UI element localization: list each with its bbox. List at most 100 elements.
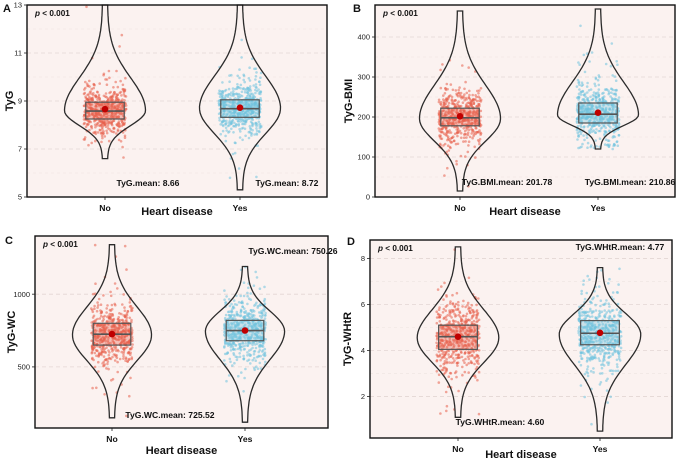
data-point [119,318,122,322]
data-point [109,290,112,294]
data-point [579,24,582,28]
data-point [128,357,131,361]
data-point [126,345,129,349]
data-point [602,124,606,128]
data-point [583,395,586,399]
data-point [111,318,115,322]
data-point [258,323,261,327]
data-point [112,114,116,118]
data-point [476,113,480,116]
data-point [445,114,448,117]
data-point [228,100,231,104]
data-point [228,80,231,83]
data-point [96,304,100,307]
data-point [582,134,585,137]
data-point [591,345,595,349]
data-point [457,88,461,92]
data-point [466,301,470,305]
data-point [237,167,241,170]
data-point [123,244,127,248]
data-point [465,91,469,95]
data-point [471,121,475,125]
data-point [244,134,247,138]
mean-label-no: TyG.mean: 8.66 [117,178,180,188]
data-point [477,349,481,352]
data-point [102,130,105,133]
data-point [576,124,580,128]
data-point [122,347,125,350]
data-point [231,345,235,349]
series-yes [204,265,286,423]
data-point [261,315,264,318]
data-point [468,135,472,139]
data-point [254,91,257,95]
y-axis-title: TyG-WC [6,311,18,354]
violin-shape [418,10,502,192]
data-point [122,354,125,358]
data-point [110,121,113,125]
data-point [238,331,241,335]
data-point [93,307,96,311]
data-point [231,152,235,156]
data-point [442,98,445,101]
data-point [596,78,600,82]
data-point [466,355,470,359]
data-point [578,63,581,66]
data-point [472,132,476,136]
data-point [244,100,247,104]
y-tick-label: 0 [366,193,370,202]
data-point [99,303,103,307]
data-point [234,123,238,127]
data-point [237,343,241,346]
data-point [104,340,108,343]
data-point [100,140,103,144]
data-point [253,114,256,118]
data-point [594,317,598,320]
data-point [226,310,230,314]
data-point [475,99,479,103]
data-point [228,357,232,361]
mean-label-yes: TyG.BMI.mean: 210.86 [585,177,676,187]
data-point [128,301,132,304]
data-point [457,92,460,95]
data-point [464,314,468,318]
data-point [577,81,580,85]
data-point [82,115,86,118]
data-point [586,91,589,94]
data-point [88,79,91,83]
data-point [90,351,94,355]
data-point [607,356,610,360]
data-point [255,71,258,74]
data-point [115,69,118,73]
data-point [96,98,99,101]
data-point [473,120,477,124]
data-point [442,366,445,370]
data-point [98,114,101,117]
data-point [117,338,120,341]
data-point [258,130,261,134]
data-point [477,95,480,98]
data-point [479,87,483,90]
data-point [217,92,221,95]
data-point [230,310,233,314]
data-point [479,109,483,113]
data-point [255,127,258,130]
data-point [579,384,583,387]
data-point [469,311,472,315]
series-yes [556,8,640,151]
data-point [450,308,454,312]
data-point [446,122,450,125]
data-point [588,123,592,127]
data-point [241,87,245,91]
data-point [99,124,102,128]
data-point [92,116,96,119]
data-point [443,118,446,121]
data-point [607,302,610,306]
data-point [92,86,95,90]
data-point [472,319,476,323]
data-point [476,130,480,134]
data-point [579,354,583,358]
data-point [244,342,247,345]
data-point [91,98,94,101]
